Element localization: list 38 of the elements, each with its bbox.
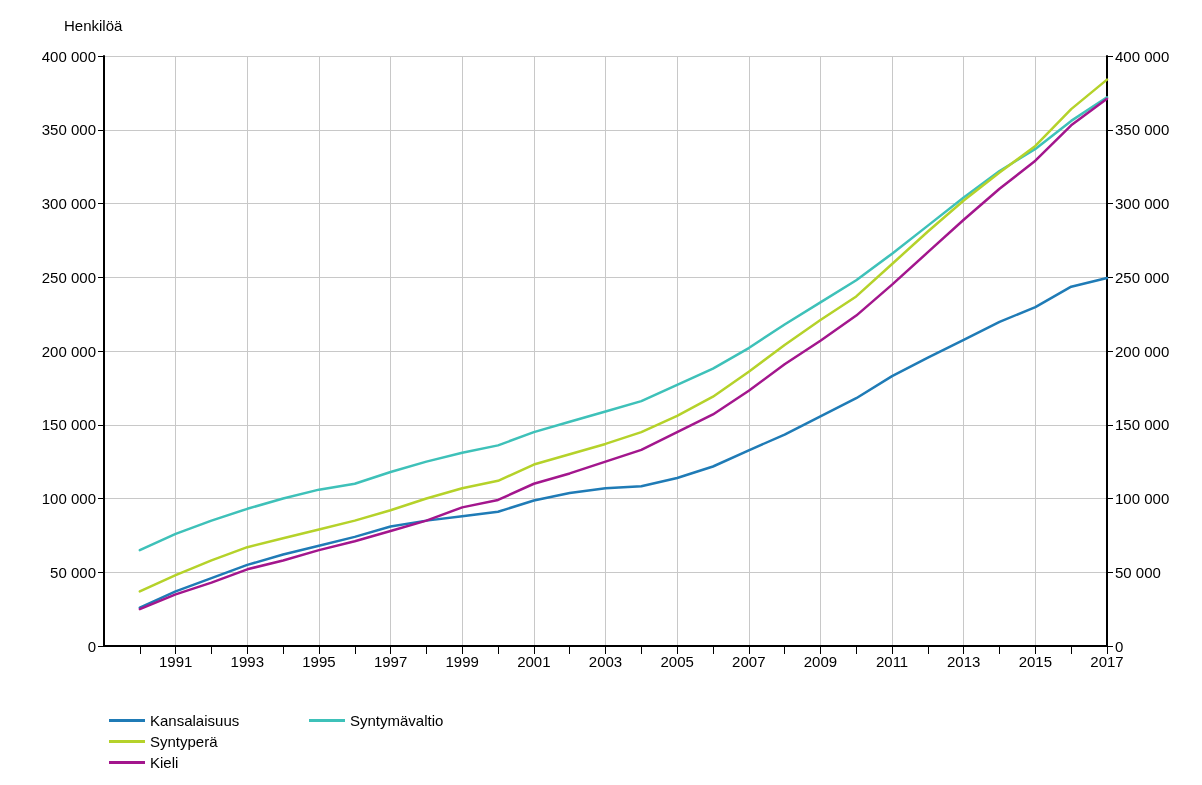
x-tick-label: 1995 bbox=[302, 653, 336, 670]
x-tick-label: 1999 bbox=[445, 653, 479, 670]
y-tick-label: 0 bbox=[87, 637, 96, 655]
x-tick-label: 1993 bbox=[230, 653, 264, 670]
x-tick-label: 2001 bbox=[517, 653, 551, 670]
x-tick-label: 2009 bbox=[803, 653, 838, 670]
y2-tick-label: 400 000 bbox=[1115, 47, 1170, 65]
legend-label: Kieli bbox=[150, 754, 179, 771]
y2-tick-label: 250 000 bbox=[1115, 268, 1170, 286]
legend-label: Kansalaisuus bbox=[150, 712, 240, 729]
y2-tick-label: 0 bbox=[1115, 637, 1124, 655]
x-tick-label: 1991 bbox=[158, 653, 193, 670]
y2-tick-label: 300 000 bbox=[1115, 195, 1170, 212]
y2-tick-label: 200 000 bbox=[1115, 342, 1170, 360]
y-tick-label: 150 000 bbox=[41, 416, 96, 434]
legend-label: Syntyperä bbox=[150, 733, 219, 750]
y-tick-label: 250 000 bbox=[41, 268, 96, 286]
y-tick-label: 50 000 bbox=[50, 563, 96, 581]
y-tick-label: 100 000 bbox=[41, 490, 96, 507]
line-series bbox=[138, 276, 1109, 609]
y2-tick-label: 100 000 bbox=[1115, 490, 1170, 507]
y-tick-label: 200 000 bbox=[41, 342, 96, 360]
y-tick-label: 300 000 bbox=[41, 195, 96, 212]
y-axis-title: Henkilöä bbox=[64, 17, 124, 34]
x-tick-label: 2017 bbox=[1090, 653, 1124, 670]
x-tick-label: 1997 bbox=[373, 653, 408, 670]
x-tick-label: 2007 bbox=[732, 653, 766, 670]
y2-tick-label: 350 000 bbox=[1115, 121, 1170, 139]
x-tick-label: 2011 bbox=[875, 653, 909, 670]
x-tick-label: 2005 bbox=[660, 653, 694, 670]
x-tick-label: 2013 bbox=[947, 653, 981, 670]
x-tick-label: 2015 bbox=[1018, 653, 1053, 670]
legend-label: Syntymävaltio bbox=[350, 712, 444, 729]
y2-tick-label: 50 000 bbox=[1115, 563, 1161, 581]
y2-tick-label: 150 000 bbox=[1115, 416, 1170, 434]
x-tick-label: 2003 bbox=[588, 653, 623, 670]
y-tick-label: 400 000 bbox=[41, 47, 96, 65]
y-tick-label: 350 000 bbox=[41, 121, 96, 139]
